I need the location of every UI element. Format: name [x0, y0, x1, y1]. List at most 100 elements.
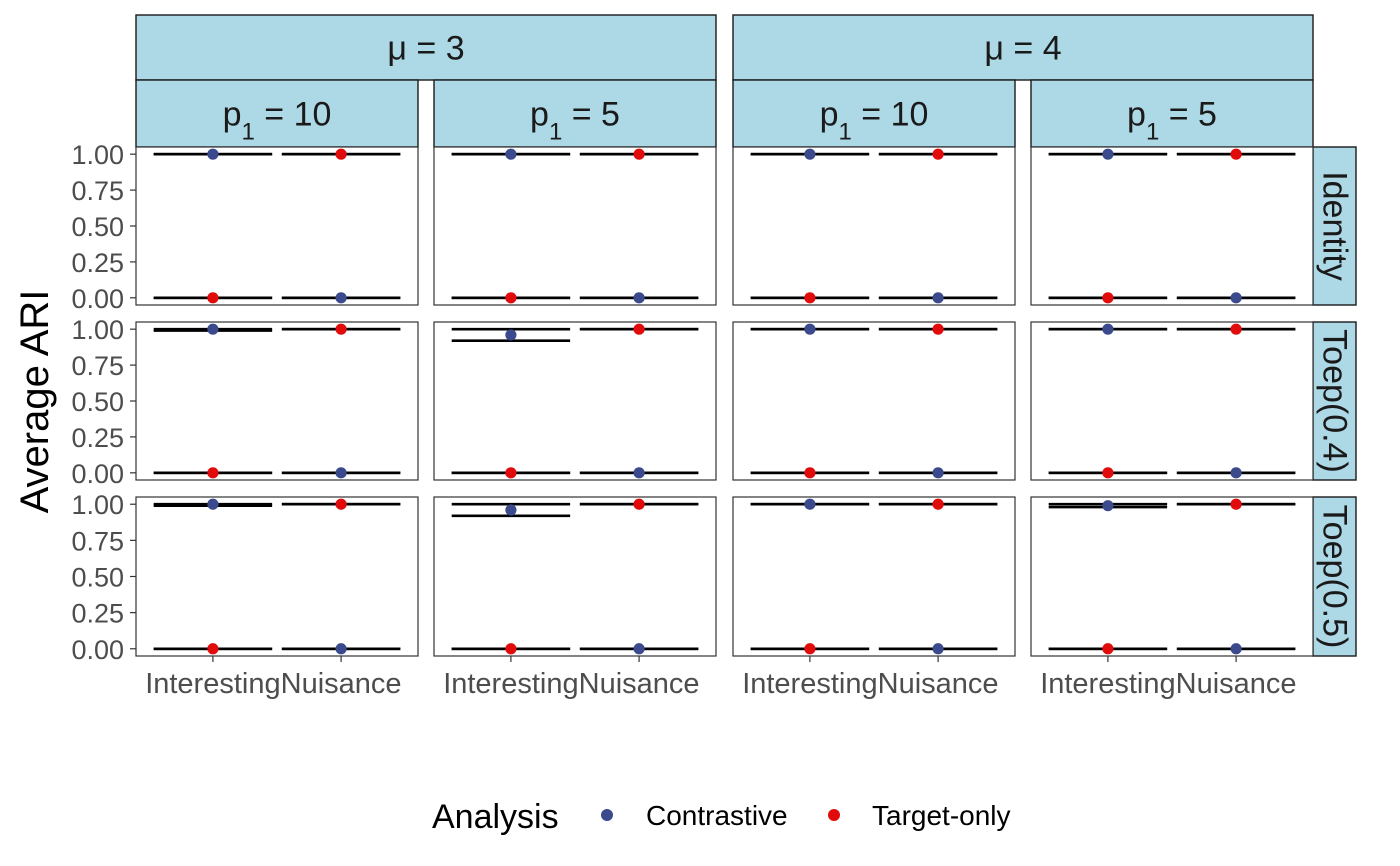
- y-tick-label: 0.75: [71, 176, 124, 206]
- data-point: [505, 504, 517, 516]
- data-point: [932, 498, 944, 510]
- data-point: [1230, 643, 1242, 655]
- data-point: [335, 148, 347, 160]
- data-point: [804, 323, 816, 335]
- facet-strip-column-label: p1 = 5: [1127, 96, 1217, 146]
- data-point: [932, 292, 944, 304]
- facet-strip-top-label: μ = 4: [984, 30, 1061, 68]
- data-point: [932, 643, 944, 655]
- panel-frame: [732, 146, 1016, 306]
- panel-frame: [732, 496, 1016, 657]
- data-point: [335, 643, 347, 655]
- data-point: [932, 323, 944, 335]
- y-tick-label: 0.50: [71, 563, 124, 593]
- y-tick-label: 0.75: [71, 526, 124, 556]
- data-point: [207, 643, 219, 655]
- x-tick-label: Nuisance: [878, 668, 999, 700]
- data-point: [505, 329, 517, 341]
- x-tick-label: Interesting: [742, 668, 877, 700]
- data-point: [932, 467, 944, 479]
- panel-frame: [1030, 496, 1314, 657]
- facet-strip-column-label: p1 = 10: [820, 96, 929, 146]
- x-tick-label: Nuisance: [281, 668, 402, 700]
- facet-strip-row-label: Identity: [1316, 171, 1354, 281]
- facet-strip-column-label: p1 = 10: [223, 96, 332, 146]
- data-point: [1102, 292, 1114, 304]
- data-point: [505, 643, 517, 655]
- data-point: [207, 498, 219, 510]
- data-point: [1230, 148, 1242, 160]
- data-point: [505, 148, 517, 160]
- legend-label: Contrastive: [646, 800, 788, 831]
- x-tick-label: Interesting: [1040, 668, 1175, 700]
- y-tick-label: 1.00: [71, 315, 124, 345]
- data-point: [633, 643, 645, 655]
- y-tick-label: 0.50: [71, 212, 124, 242]
- facet-strip-top-label: μ = 3: [387, 30, 464, 68]
- facet-strip-top: [135, 14, 717, 81]
- facet-strip-column: [135, 79, 419, 148]
- data-point: [207, 148, 219, 160]
- facet-strip-row-label: Toep(0.5): [1316, 505, 1354, 649]
- x-tick-label: Nuisance: [579, 668, 700, 700]
- facet-strip-row: [1312, 146, 1357, 306]
- y-tick-label: 0.25: [71, 599, 124, 629]
- panel-frame: [135, 496, 419, 657]
- y-tick-label: 0.75: [71, 351, 124, 381]
- panel-frame: [433, 496, 717, 657]
- data-point: [633, 292, 645, 304]
- plot-area: μ = 3 μ = 4 p1 = 10 p1 = 5 p1 = 10 p1 = 5 Iden…: [71, 14, 1357, 700]
- x-tick-label: Interesting: [145, 668, 280, 700]
- panel-frame: [732, 321, 1016, 481]
- data-point: [804, 498, 816, 510]
- panel-frame: [135, 146, 419, 306]
- data-point: [1230, 498, 1242, 510]
- data-point: [804, 467, 816, 479]
- data-point: [505, 292, 517, 304]
- data-point: [1102, 643, 1114, 655]
- facet-strip-top: [732, 14, 1314, 81]
- y-tick-label: 0.50: [71, 387, 124, 417]
- data-point: [335, 323, 347, 335]
- data-point: [1230, 323, 1242, 335]
- data-point: [207, 292, 219, 304]
- data-point: [335, 467, 347, 479]
- facet-strip-column: [433, 79, 717, 148]
- panel-frame: [1030, 146, 1314, 306]
- data-point: [505, 467, 517, 479]
- facet-strip-column-label: p1 = 5: [530, 96, 620, 146]
- y-tick-label: 0.25: [71, 423, 124, 453]
- x-tick-label: Interesting: [443, 668, 578, 700]
- y-axis-title: Average ARI: [13, 290, 57, 514]
- data-point: [633, 323, 645, 335]
- y-tick-label: 0.00: [71, 635, 124, 665]
- data-point: [633, 148, 645, 160]
- data-point: [1102, 323, 1114, 335]
- data-point: [804, 292, 816, 304]
- facet-strip-column: [732, 79, 1016, 148]
- data-point: [633, 498, 645, 510]
- legend-key: [828, 809, 840, 821]
- legend: Analysis Contrastive Target-only: [432, 798, 1011, 836]
- data-point: [1230, 292, 1242, 304]
- x-tick-label: Nuisance: [1176, 668, 1297, 700]
- data-point: [1102, 500, 1114, 512]
- legend-key: [601, 809, 613, 821]
- data-point: [207, 323, 219, 335]
- data-point: [804, 148, 816, 160]
- data-point: [1102, 467, 1114, 479]
- data-point: [335, 498, 347, 510]
- facet-strip-row: [1312, 321, 1357, 481]
- panel-frame: [433, 321, 717, 481]
- legend-label: Target-only: [872, 800, 1011, 831]
- panel-frame: [433, 146, 717, 306]
- y-tick-label: 0.25: [71, 248, 124, 278]
- legend-title: Analysis: [432, 798, 559, 836]
- y-tick-label: 0.00: [71, 284, 124, 314]
- data-point: [932, 148, 944, 160]
- panel-frame: [1030, 321, 1314, 481]
- data-point: [633, 467, 645, 479]
- facet-strip-row-label: Toep(0.4): [1316, 329, 1354, 473]
- data-point: [335, 292, 347, 304]
